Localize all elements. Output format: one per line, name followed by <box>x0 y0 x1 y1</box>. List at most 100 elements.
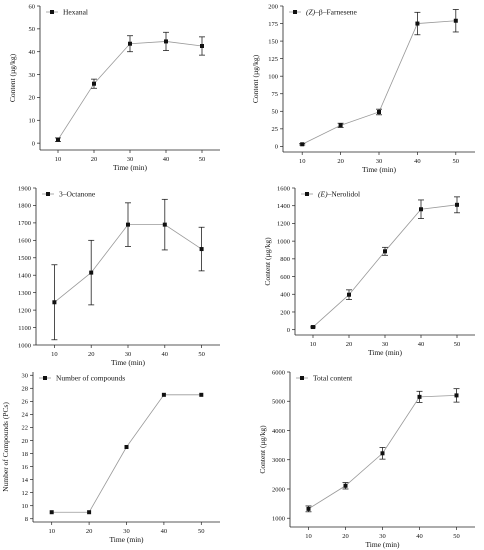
legend-text-part: Total content <box>313 374 353 383</box>
data-point <box>199 247 204 252</box>
y-tick-label: 1100 <box>18 325 31 332</box>
y-tick-label: 28 <box>22 386 29 393</box>
data-point <box>453 18 458 23</box>
x-tick-label: 20 <box>88 351 95 358</box>
legend-label: Hexanal <box>63 8 88 17</box>
legend-label: 3–Octanone <box>59 190 96 199</box>
x-tick-label: 20 <box>342 533 349 540</box>
y-axis-label: Content (µg/kg) <box>251 54 260 103</box>
data-point <box>380 451 385 456</box>
legend-label: (Z)–β–Farnesene <box>306 8 358 17</box>
y-tick-label: 50 <box>272 109 279 116</box>
y-tick-label: 30 <box>22 373 29 380</box>
y-tick-label: 25 <box>272 126 279 133</box>
y-tick-label: 1800 <box>18 203 31 210</box>
y-axis-label: Content (µg/kg) <box>8 53 17 102</box>
data-point <box>124 445 129 449</box>
y-tick-label: 10 <box>22 503 29 510</box>
x-tick-label: 50 <box>453 533 460 540</box>
data-point <box>300 142 305 147</box>
y-tick-label: 0 <box>275 144 278 151</box>
x-tick-label: 30 <box>123 528 130 535</box>
y-tick-label: 4000 <box>272 428 285 435</box>
y-axis-label: Number of Compounds (PCs) <box>1 402 10 492</box>
y-tick-label: 8 <box>25 516 28 523</box>
x-tick-label: 40 <box>416 533 423 540</box>
y-tick-label: 18 <box>22 451 29 458</box>
y-tick-label: 0 <box>32 140 35 147</box>
y-tick-label: 1900 <box>18 185 31 192</box>
y-tick-label: 175 <box>268 21 278 28</box>
y-tick-label: 100 <box>268 73 278 80</box>
x-tick-label: 50 <box>198 351 205 358</box>
x-tick-label: 10 <box>299 158 306 165</box>
chart-panel-total: 10 20 30 40 50 1000 2000 3000 4000 5000 6000 Time (… <box>258 369 475 549</box>
y-tick-label: 600 <box>280 274 290 281</box>
y-tick-label: 3000 <box>272 457 285 464</box>
series-line <box>51 394 202 513</box>
y-tick-label: 200 <box>280 309 290 316</box>
x-tick-label: 20 <box>86 528 93 535</box>
x-tick-label: 20 <box>346 341 353 348</box>
x-tick-label: 30 <box>127 156 134 163</box>
legend-text-part: (E) <box>318 190 328 199</box>
y-axis-label: Content (µg/kg) <box>258 425 267 474</box>
y-tick-label: 1200 <box>277 221 290 228</box>
data-point <box>383 249 387 254</box>
y-tick-label: 22 <box>22 425 29 432</box>
y-tick-label: 400 <box>280 292 290 299</box>
y-tick-label: 12 <box>22 490 29 497</box>
y-tick-label: 1700 <box>18 220 31 227</box>
data-point <box>161 392 166 397</box>
y-tick-label: 800 <box>280 256 290 263</box>
chart-panel-farnesene: 10 20 30 40 50 0 25 50 75 100 125 150 175 200 Time (mi… <box>251 3 475 174</box>
y-tick-label: 20 <box>29 95 36 102</box>
data-point <box>419 207 423 212</box>
data-point <box>454 393 459 398</box>
series-line <box>302 20 456 145</box>
x-tick-label: 10 <box>310 341 317 348</box>
y-tick-label: 1200 <box>18 307 31 314</box>
x-tick-label: 30 <box>125 351 132 358</box>
chart-panel-octanone: 10 20 30 40 50 1000 1100 1200 1300 1400 1500 1600 17… <box>18 185 220 367</box>
x-tick-label: 30 <box>376 158 383 165</box>
y-tick-label: 2000 <box>272 486 285 493</box>
x-tick-label: 10 <box>55 156 62 163</box>
data-point <box>199 392 204 397</box>
x-tick-label: 50 <box>453 158 460 165</box>
x-tick-label: 50 <box>199 156 206 163</box>
y-tick-label: 6000 <box>272 369 285 376</box>
y-tick-label: 1000 <box>18 342 31 349</box>
data-point <box>338 123 343 128</box>
y-tick-label: 0 <box>287 327 290 334</box>
data-point <box>343 483 348 488</box>
y-tick-label: 125 <box>268 56 278 63</box>
data-point <box>126 222 130 227</box>
data-point <box>87 510 92 515</box>
x-tick-label: 50 <box>454 341 461 348</box>
y-tick-label: 14 <box>22 477 29 484</box>
legend-marker <box>43 376 47 380</box>
data-point <box>455 202 459 207</box>
series-line <box>57 41 203 140</box>
y-tick-label: 1400 <box>277 203 290 210</box>
y-tick-label: 1600 <box>277 185 290 192</box>
legend-text-part: (Z) <box>306 8 316 17</box>
x-tick-label: 40 <box>418 341 425 348</box>
y-tick-label: 10 <box>29 118 36 125</box>
x-tick-label: 30 <box>382 341 389 348</box>
legend-text-part: –Nerolidol <box>327 190 361 199</box>
legend-marker <box>46 192 50 196</box>
y-tick-label: 1500 <box>18 255 31 262</box>
legend-marker <box>50 10 54 14</box>
data-point <box>347 292 351 297</box>
x-tick-label: 40 <box>161 528 168 535</box>
data-point <box>200 44 204 48</box>
x-tick-label: 40 <box>162 351 169 358</box>
x-tick-label: 20 <box>91 156 98 163</box>
data-point <box>128 41 132 46</box>
y-tick-label: 150 <box>268 38 278 45</box>
legend-label: (E)–Nerolidol <box>318 190 360 199</box>
